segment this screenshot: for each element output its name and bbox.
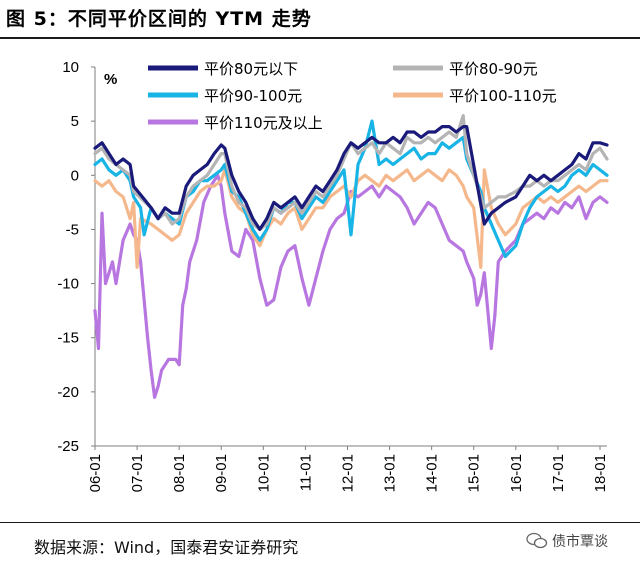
y-tick-label: 0 [71,167,79,184]
x-tick-label: 18-01 [592,454,609,492]
x-tick-label: 09-01 [213,454,230,492]
y-tick-label: -20 [57,384,79,401]
legend-label: 平价80-90元 [449,60,538,78]
legend-label: 平价80元以下 [204,60,298,78]
x-tick-label: 07-01 [129,454,146,492]
x-tick-label: 12-01 [339,454,356,492]
ytm-line-chart: 10 5 0 -5 -10 -15 -20 -25% 06-01 07-01 08-01 09-01 1… [57,59,609,492]
x-tick-label: 13-01 [382,454,399,492]
series-line [93,124,609,231]
y-unit-label: % [104,71,117,88]
watermark-text: 债市覃谈 [552,534,608,550]
legend-label: 平价100-110元 [449,87,557,105]
series-lines [93,114,609,399]
title-divider [0,37,640,39]
x-tick-label: 15-01 [466,454,483,492]
y-tick-label: -25 [57,438,79,455]
wechat-icon [526,532,548,549]
legend-label: 平价110元及以上 [204,114,323,132]
x-tick-label: 14-01 [424,454,441,492]
y-tick-label: 5 [71,113,79,130]
x-tick-label: 08-01 [171,454,188,492]
x-tick-label: 17-01 [550,454,567,492]
legend-label: 平价90-100元 [204,87,302,105]
watermark: 债市覃谈 [526,528,608,554]
y-tick-label: -5 [66,221,79,238]
x-tick-label: 16-01 [508,454,525,492]
x-tick-label: 06-01 [87,454,104,492]
x-tick-label: 10-01 [255,454,272,492]
data-source-note: 数据来源：Wind，国泰君安证券研究 [34,538,299,557]
footer-divider [0,522,640,523]
figure-title: 图 5：不同平价区间的 YTM 走势 [6,8,312,30]
axes: 10 5 0 -5 -10 -15 -20 -25% 06-01 07-01 08-01 09-01 1… [57,59,609,492]
y-tick-label: -15 [57,330,79,347]
x-tick-label: 11-01 [297,454,314,491]
y-tick-label: -10 [57,276,79,293]
y-tick-label: 10 [62,59,79,76]
